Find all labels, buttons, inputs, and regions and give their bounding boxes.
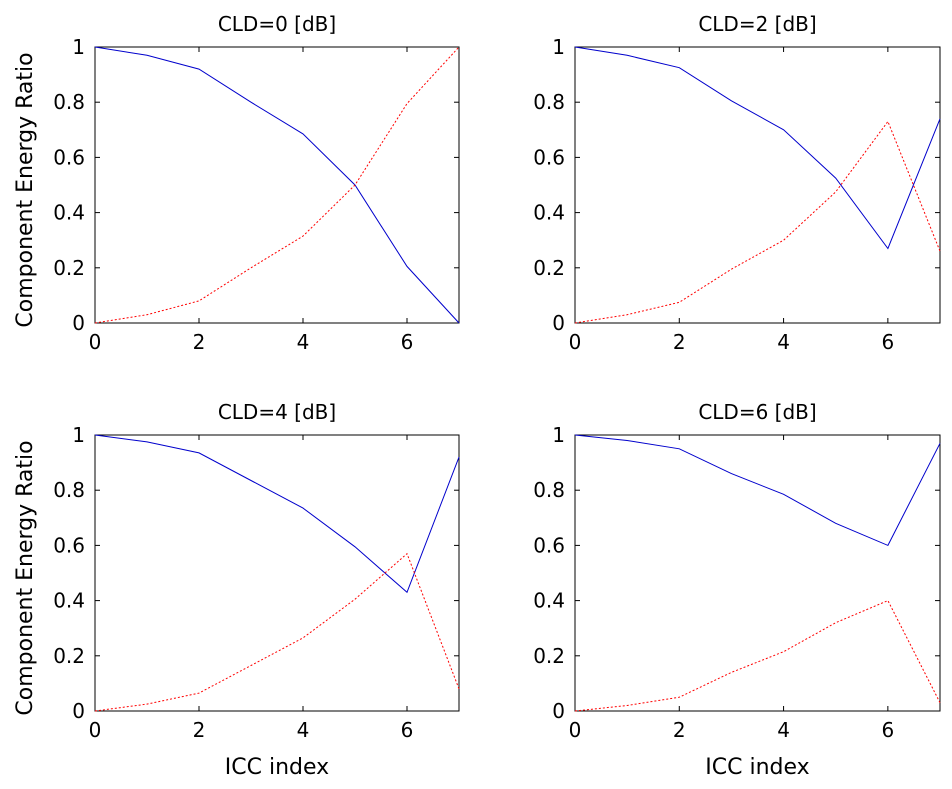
plot-frame — [574, 434, 941, 712]
y-tick-label: 0.4 — [53, 201, 85, 225]
y-tick-label: 0 — [72, 699, 85, 723]
x-axis-label: ICC index — [705, 755, 809, 780]
plot-frame — [574, 46, 941, 324]
x-tick-label: 4 — [777, 718, 790, 742]
y-tick-label: 0.2 — [53, 256, 85, 280]
y-tick-label: 0.4 — [533, 589, 565, 613]
x-tick-label: 4 — [297, 330, 310, 354]
y-tick-label: 0.2 — [533, 256, 565, 280]
x-tick-label: 2 — [673, 330, 686, 354]
x-axis-label: ICC index — [225, 755, 329, 780]
y-tick-label: 0.4 — [533, 201, 565, 225]
y-tick-label: 0 — [72, 311, 85, 335]
x-tick-label: 0 — [89, 330, 102, 354]
series-line-dotted — [574, 120, 941, 324]
series-line-dotted — [94, 46, 460, 324]
y-tick-label: 0 — [552, 699, 565, 723]
x-tick-label: 4 — [297, 718, 310, 742]
subplot-title: CLD=6 [dB] — [698, 400, 816, 424]
y-tick-label: 0.6 — [53, 145, 85, 169]
series-line-solid — [574, 434, 941, 547]
y-tick-label: 1 — [72, 423, 85, 447]
series-line-solid — [94, 46, 460, 324]
y-tick-label: 0 — [552, 311, 565, 335]
series-line-solid — [94, 434, 460, 594]
y-tick-label: 0.8 — [53, 478, 85, 502]
x-tick-label: 6 — [881, 330, 894, 354]
subplot-title: CLD=0 [dB] — [218, 12, 336, 36]
series-line-dotted — [94, 552, 460, 712]
x-tick-label: 6 — [401, 330, 414, 354]
subplot-2: 0 2 4 6 0 0.2 0.4 0.6 0.8 1 CLD=2 [dB] — [533, 12, 941, 354]
y-axis-label: Component Energy Ratio — [13, 52, 38, 327]
y-tick-label: 0.6 — [533, 533, 565, 557]
y-tick-label: 0.8 — [53, 90, 85, 114]
subplot-3: 0 2 4 6 0 0.2 0.4 0.6 0.8 1 CLD=4 [dB] ICC index Com… — [13, 400, 460, 780]
y-tick-label: 0.8 — [533, 90, 565, 114]
subplot-4: 0 2 4 6 0 0.2 0.4 0.6 0.8 1 CLD=6 [dB] ICC index — [533, 400, 941, 780]
series-line-solid — [574, 46, 941, 250]
subplot-title: CLD=4 [dB] — [218, 400, 336, 424]
y-axis-label: Component Energy Ratio — [13, 440, 38, 715]
x-tick-label: 2 — [673, 718, 686, 742]
x-tick-label: 0 — [569, 718, 582, 742]
x-tick-label: 4 — [777, 330, 790, 354]
y-tick-label: 0.2 — [53, 644, 85, 668]
x-tick-label: 2 — [193, 718, 206, 742]
x-tick-label: 6 — [881, 718, 894, 742]
y-tick-label: 1 — [72, 35, 85, 59]
y-tick-label: 1 — [552, 423, 565, 447]
y-tick-label: 0.6 — [53, 533, 85, 557]
subplot-1: 0 2 4 6 0 0.2 0.4 0.6 0.8 1 CLD=0 [dB] Component En… — [13, 12, 460, 354]
x-tick-label: 0 — [569, 330, 582, 354]
plot-frame — [94, 46, 460, 324]
y-tick-label: 0.8 — [533, 478, 565, 502]
x-tick-label: 0 — [89, 718, 102, 742]
y-tick-label: 1 — [552, 35, 565, 59]
series-line-dotted — [574, 599, 941, 712]
x-tick-label: 6 — [401, 718, 414, 742]
plot-frame — [94, 434, 460, 712]
y-tick-label: 0.6 — [533, 145, 565, 169]
x-tick-label: 2 — [193, 330, 206, 354]
y-tick-label: 0.2 — [533, 644, 565, 668]
subplot-title: CLD=2 [dB] — [698, 12, 816, 36]
y-tick-label: 0.4 — [53, 589, 85, 613]
